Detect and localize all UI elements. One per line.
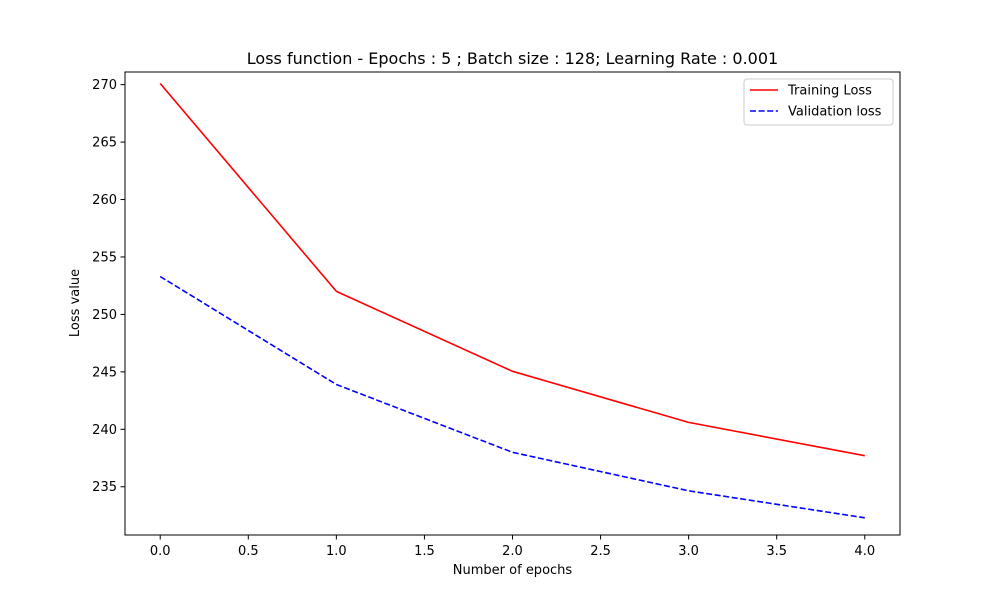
y-tick-label: 250 <box>92 308 117 323</box>
y-tick-label: 270 <box>92 78 117 93</box>
chart-title: Loss function - Epochs : 5 ; Batch size … <box>247 49 778 68</box>
x-tick-label: 3.5 <box>766 544 787 559</box>
x-tick-label: 2.0 <box>502 544 523 559</box>
x-tick-label: 1.5 <box>414 544 435 559</box>
y-tick-label: 245 <box>92 365 117 380</box>
x-tick-label: 3.0 <box>678 544 699 559</box>
y-tick-label: 265 <box>92 136 117 151</box>
x-axis-label: Number of epochs <box>453 563 573 578</box>
x-tick-label: 4.0 <box>854 544 875 559</box>
y-tick-label: 235 <box>92 480 117 495</box>
x-tick-label: 2.5 <box>590 544 611 559</box>
legend-label: Training Loss <box>787 84 872 99</box>
legend-label: Validation loss <box>788 105 882 120</box>
y-tick-label: 240 <box>92 423 117 438</box>
y-axis-label: Loss value <box>68 269 83 337</box>
legend: Training Loss Validation loss <box>744 79 893 125</box>
x-tick-label: 0.0 <box>150 544 171 559</box>
y-tick-label: 260 <box>92 193 117 208</box>
x-tick-label: 1.0 <box>326 544 347 559</box>
y-tick-label: 255 <box>92 250 117 265</box>
x-tick-label: 0.5 <box>238 544 259 559</box>
